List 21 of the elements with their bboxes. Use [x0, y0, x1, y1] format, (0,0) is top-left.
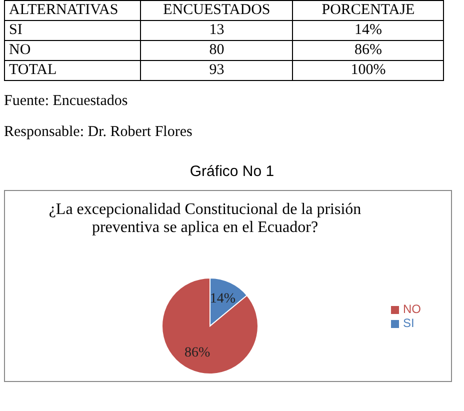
legend-label: SI	[403, 316, 414, 330]
legend-label: NO	[403, 302, 421, 316]
text: 14%	[292, 20, 444, 40]
text: ALTERNATIVAS	[4, 0, 140, 20]
data-label: 86%	[184, 345, 210, 360]
text: 86%	[292, 40, 444, 60]
text: PORCENTAJE	[292, 0, 444, 20]
text: 80	[140, 40, 293, 60]
text: ENCUESTADOS	[140, 0, 293, 20]
data-label: 14%	[210, 292, 236, 307]
chart-subtitle: ¿La excepcionalidad Constitucional de la prisión preventiva se aplica en el Ecuador?	[48, 201, 362, 237]
text: Responsable: Dr. Robert Flores	[4, 124, 194, 141]
source-note: Fuente: Encuestados	[4, 93, 129, 110]
pie-slice	[162, 278, 258, 374]
chart-title: Gráfico No 1	[188, 163, 276, 180]
text: SI	[4, 20, 140, 40]
text: 93	[140, 60, 293, 80]
text: 13	[140, 20, 293, 40]
text: TOTAL	[4, 60, 140, 80]
text: NO	[4, 40, 140, 60]
text: 100%	[292, 60, 444, 80]
